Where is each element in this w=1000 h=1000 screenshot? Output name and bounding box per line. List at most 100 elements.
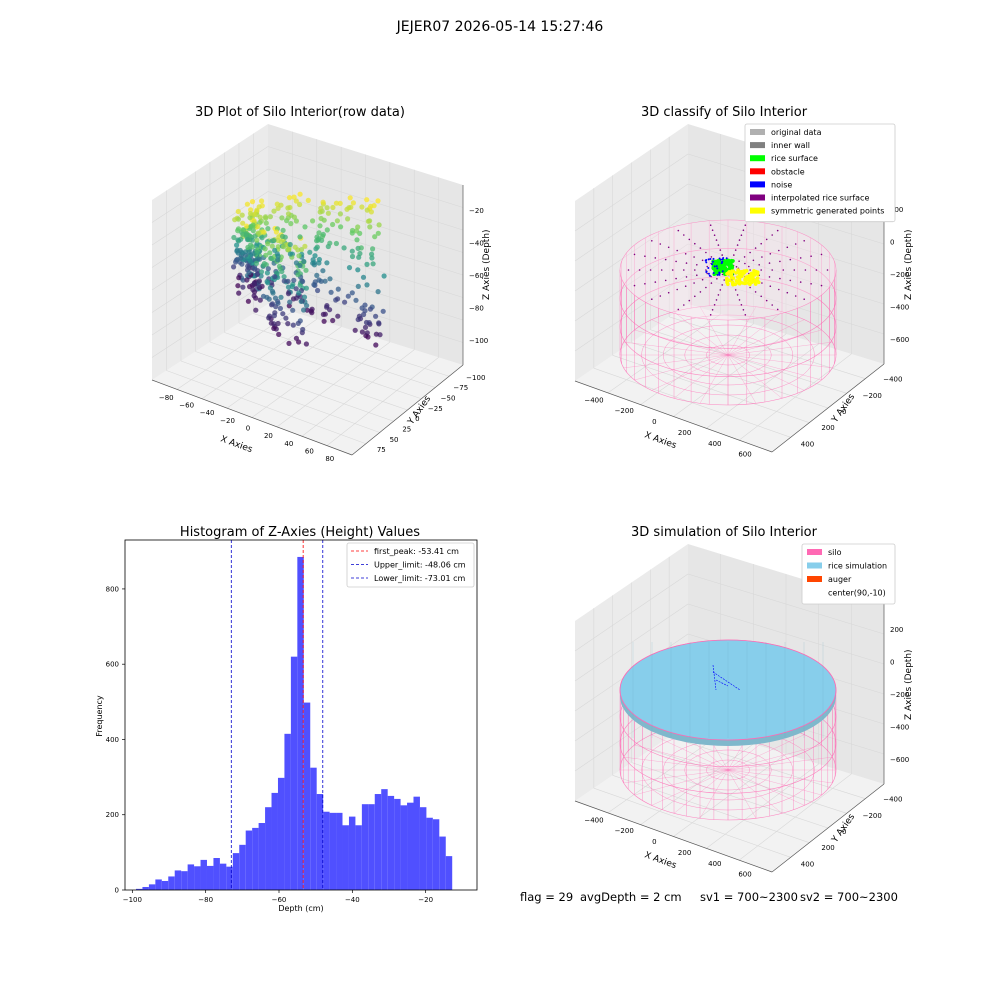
histogram-bar	[277, 777, 285, 890]
interpolated-point	[675, 277, 677, 280]
raw-data-point	[349, 253, 356, 260]
raw-data-point	[235, 283, 241, 289]
raw-data-point	[285, 321, 291, 327]
floor-grid	[251, 334, 366, 418]
raw-data-point	[327, 276, 333, 282]
interpolated-point	[771, 269, 773, 271]
symmetric-point	[737, 279, 742, 284]
x-tick-label: 0	[652, 838, 656, 846]
interpolated-point	[649, 269, 652, 271]
silo-floor-spoke	[699, 769, 729, 819]
classify-legend-swatch	[750, 207, 765, 214]
panel-raw-data: 3D Plot of Silo Interior(row data) −80 −6…	[151, 105, 492, 463]
interpolated-point	[742, 309, 745, 311]
raw-data-point	[236, 238, 242, 244]
histogram-bar	[232, 853, 240, 890]
raw-data-point	[248, 223, 254, 229]
rice-surface-point	[731, 259, 735, 263]
raw-data-point	[295, 320, 301, 326]
back-grid	[687, 573, 885, 635]
symmetric-point	[740, 274, 744, 279]
interpolated-point	[721, 273, 724, 276]
classify-legend-label: obstacle	[771, 167, 805, 176]
raw-data-point	[293, 286, 299, 292]
noise-point	[705, 259, 708, 261]
interpolated-point	[810, 283, 812, 285]
raw-data-point	[275, 320, 281, 327]
interpolated-point	[744, 314, 747, 316]
interpolated-point	[717, 244, 720, 246]
raw-data-point	[243, 230, 249, 237]
interpolated-point	[744, 262, 746, 265]
raw-data-point	[349, 230, 355, 236]
x-tick-label: 0	[246, 425, 250, 433]
histogram-bar	[432, 819, 440, 890]
raw-data-point	[250, 287, 256, 293]
silo-floor-spoke	[623, 354, 729, 369]
noise-point	[715, 265, 718, 268]
raw-data-point	[285, 215, 291, 221]
raw-data-point	[251, 281, 258, 287]
silo-floor-spoke	[699, 354, 729, 404]
y-tick-label: 0	[415, 415, 419, 423]
raw-data-point	[353, 228, 360, 234]
simulation-legend-label: center(90,-10)	[828, 589, 886, 598]
raw-data-point	[376, 222, 382, 228]
raw-data-point	[291, 277, 297, 283]
noise-point	[712, 257, 715, 260]
silo-floor-spoke	[623, 756, 729, 771]
raw-data-point	[335, 296, 341, 302]
raw-data-point	[265, 226, 271, 232]
z-tick-label: −600	[890, 756, 909, 764]
raw-data-point	[255, 283, 262, 289]
interpolated-point	[644, 283, 646, 285]
raw-data-point	[320, 268, 326, 274]
raw-data-point	[262, 214, 269, 220]
interpolated-point	[693, 282, 695, 284]
x-axis-line	[574, 380, 773, 453]
symmetric-point	[755, 270, 760, 275]
symmetric-point	[734, 279, 739, 283]
raw-data-point	[310, 257, 316, 263]
interpolated-point	[810, 255, 812, 257]
y-tick-label: 200	[821, 844, 834, 852]
raw-data-point	[261, 261, 267, 267]
interpolated-point	[752, 259, 755, 262]
x-tick-label: 600	[738, 451, 751, 459]
interpolated-point	[778, 288, 780, 291]
noise-point	[711, 263, 713, 266]
side-grid	[151, 146, 269, 223]
interpolated-point	[760, 242, 762, 245]
symmetric-point	[746, 274, 750, 279]
interpolated-point	[738, 239, 741, 241]
raw-data-point	[352, 327, 358, 333]
raw-data-point	[338, 224, 344, 230]
raw-data-point	[245, 244, 251, 250]
raw-data-point	[281, 278, 287, 284]
silo-floor-spoke	[727, 756, 833, 771]
raw-data-point	[362, 308, 368, 314]
raw-data-point	[290, 307, 296, 313]
raw-data-point	[239, 261, 245, 267]
raw-data-point	[276, 234, 282, 240]
raw-data-point	[297, 191, 303, 197]
y-tick-label: 50	[390, 436, 399, 444]
interpolated-point	[696, 264, 698, 266]
raw-data-point	[303, 285, 309, 291]
z-tick-label: −200	[890, 691, 909, 699]
interpolated-point	[776, 229, 779, 232]
simulation-legend-swatch	[807, 589, 822, 596]
interpolated-point	[701, 278, 704, 281]
interpolated-point	[644, 255, 646, 257]
raw-data-point	[293, 260, 299, 266]
x-tick-label: −200	[615, 827, 634, 835]
silo-floor-spoke	[634, 744, 729, 771]
interpolated-point	[736, 244, 739, 246]
raw-data-point	[244, 223, 250, 229]
raw-data-point	[322, 278, 328, 284]
raw-data-zlabel: Z Axies (Depth)	[482, 229, 492, 300]
silo-floor-spoke	[673, 311, 729, 356]
y-tick-label: −75	[453, 384, 468, 392]
histogram-bar	[368, 804, 375, 890]
